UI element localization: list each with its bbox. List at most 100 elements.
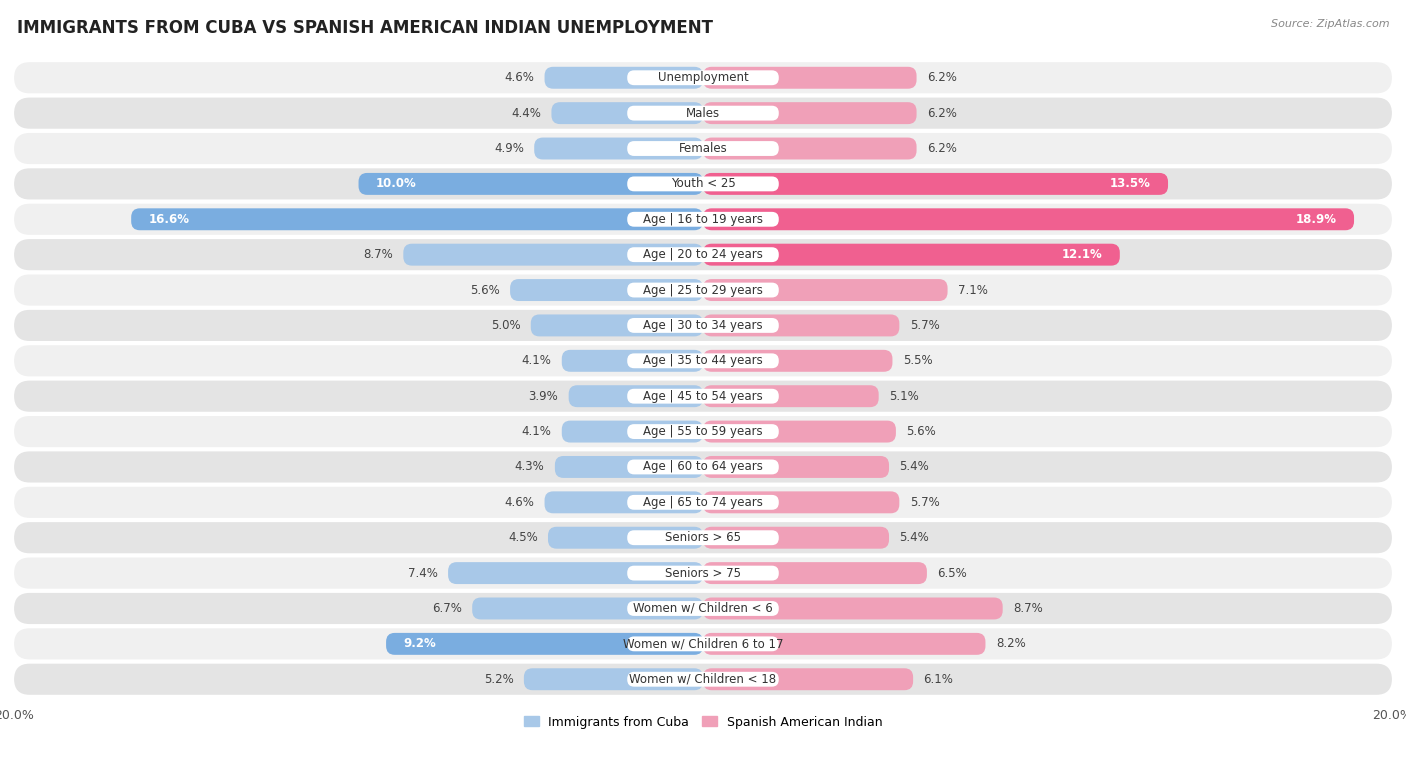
Text: Age | 60 to 64 years: Age | 60 to 64 years: [643, 460, 763, 473]
Text: 8.2%: 8.2%: [995, 637, 1025, 650]
Text: Females: Females: [679, 142, 727, 155]
Text: Women w/ Children 6 to 17: Women w/ Children 6 to 17: [623, 637, 783, 650]
FancyBboxPatch shape: [568, 385, 703, 407]
Text: 5.4%: 5.4%: [900, 531, 929, 544]
Text: Age | 30 to 34 years: Age | 30 to 34 years: [643, 319, 763, 332]
FancyBboxPatch shape: [627, 176, 779, 192]
FancyBboxPatch shape: [555, 456, 703, 478]
FancyBboxPatch shape: [14, 381, 1392, 412]
FancyBboxPatch shape: [14, 628, 1392, 659]
FancyBboxPatch shape: [14, 664, 1392, 695]
FancyBboxPatch shape: [510, 279, 703, 301]
FancyBboxPatch shape: [703, 491, 900, 513]
FancyBboxPatch shape: [703, 208, 1354, 230]
Text: 5.5%: 5.5%: [903, 354, 932, 367]
FancyBboxPatch shape: [14, 345, 1392, 376]
FancyBboxPatch shape: [703, 562, 927, 584]
FancyBboxPatch shape: [404, 244, 703, 266]
Text: 3.9%: 3.9%: [529, 390, 558, 403]
Text: Seniors > 75: Seniors > 75: [665, 566, 741, 580]
Text: 5.0%: 5.0%: [491, 319, 520, 332]
Text: 4.4%: 4.4%: [512, 107, 541, 120]
FancyBboxPatch shape: [544, 67, 703, 89]
FancyBboxPatch shape: [703, 67, 917, 89]
FancyBboxPatch shape: [562, 421, 703, 443]
FancyBboxPatch shape: [359, 173, 703, 195]
Text: 4.1%: 4.1%: [522, 425, 551, 438]
Text: 18.9%: 18.9%: [1296, 213, 1337, 226]
FancyBboxPatch shape: [562, 350, 703, 372]
Text: 10.0%: 10.0%: [375, 177, 416, 191]
FancyBboxPatch shape: [627, 424, 779, 439]
FancyBboxPatch shape: [14, 416, 1392, 447]
Text: 4.1%: 4.1%: [522, 354, 551, 367]
Text: Youth < 25: Youth < 25: [671, 177, 735, 191]
Text: 4.5%: 4.5%: [508, 531, 537, 544]
FancyBboxPatch shape: [472, 597, 703, 619]
Text: 5.4%: 5.4%: [900, 460, 929, 473]
FancyBboxPatch shape: [627, 637, 779, 651]
Text: 8.7%: 8.7%: [363, 248, 392, 261]
Text: 6.2%: 6.2%: [927, 142, 956, 155]
FancyBboxPatch shape: [703, 244, 1119, 266]
FancyBboxPatch shape: [627, 141, 779, 156]
Text: 6.7%: 6.7%: [432, 602, 461, 615]
FancyBboxPatch shape: [14, 557, 1392, 589]
Legend: Immigrants from Cuba, Spanish American Indian: Immigrants from Cuba, Spanish American I…: [519, 711, 887, 734]
FancyBboxPatch shape: [627, 248, 779, 262]
FancyBboxPatch shape: [627, 212, 779, 226]
Text: Age | 35 to 44 years: Age | 35 to 44 years: [643, 354, 763, 367]
FancyBboxPatch shape: [703, 597, 1002, 619]
Text: IMMIGRANTS FROM CUBA VS SPANISH AMERICAN INDIAN UNEMPLOYMENT: IMMIGRANTS FROM CUBA VS SPANISH AMERICAN…: [17, 19, 713, 37]
Text: 5.6%: 5.6%: [907, 425, 936, 438]
Text: Women w/ Children < 6: Women w/ Children < 6: [633, 602, 773, 615]
Text: Age | 55 to 59 years: Age | 55 to 59 years: [643, 425, 763, 438]
Text: 13.5%: 13.5%: [1109, 177, 1152, 191]
FancyBboxPatch shape: [627, 565, 779, 581]
FancyBboxPatch shape: [703, 421, 896, 443]
Text: Age | 65 to 74 years: Age | 65 to 74 years: [643, 496, 763, 509]
Text: 7.4%: 7.4%: [408, 566, 437, 580]
Text: 5.7%: 5.7%: [910, 496, 939, 509]
FancyBboxPatch shape: [14, 451, 1392, 482]
Text: 6.2%: 6.2%: [927, 71, 956, 84]
Text: Age | 45 to 54 years: Age | 45 to 54 years: [643, 390, 763, 403]
Text: 12.1%: 12.1%: [1062, 248, 1102, 261]
Text: 4.3%: 4.3%: [515, 460, 544, 473]
Text: Source: ZipAtlas.com: Source: ZipAtlas.com: [1271, 19, 1389, 29]
Text: 9.2%: 9.2%: [404, 637, 436, 650]
FancyBboxPatch shape: [14, 239, 1392, 270]
Text: 5.1%: 5.1%: [889, 390, 918, 403]
Text: 6.1%: 6.1%: [924, 673, 953, 686]
FancyBboxPatch shape: [627, 389, 779, 403]
FancyBboxPatch shape: [627, 70, 779, 86]
Text: 5.6%: 5.6%: [470, 284, 499, 297]
FancyBboxPatch shape: [14, 168, 1392, 200]
FancyBboxPatch shape: [14, 275, 1392, 306]
Text: 16.6%: 16.6%: [149, 213, 190, 226]
Text: 4.9%: 4.9%: [494, 142, 524, 155]
FancyBboxPatch shape: [703, 385, 879, 407]
FancyBboxPatch shape: [703, 633, 986, 655]
FancyBboxPatch shape: [703, 279, 948, 301]
FancyBboxPatch shape: [14, 62, 1392, 93]
FancyBboxPatch shape: [703, 668, 912, 690]
FancyBboxPatch shape: [14, 204, 1392, 235]
FancyBboxPatch shape: [627, 106, 779, 120]
FancyBboxPatch shape: [627, 459, 779, 475]
FancyBboxPatch shape: [703, 456, 889, 478]
Text: 4.6%: 4.6%: [505, 71, 534, 84]
FancyBboxPatch shape: [703, 102, 917, 124]
Text: Age | 25 to 29 years: Age | 25 to 29 years: [643, 284, 763, 297]
Text: Seniors > 65: Seniors > 65: [665, 531, 741, 544]
Text: 6.5%: 6.5%: [938, 566, 967, 580]
FancyBboxPatch shape: [627, 531, 779, 545]
Text: Unemployment: Unemployment: [658, 71, 748, 84]
FancyBboxPatch shape: [627, 671, 779, 687]
Text: 5.2%: 5.2%: [484, 673, 513, 686]
FancyBboxPatch shape: [627, 318, 779, 333]
FancyBboxPatch shape: [703, 314, 900, 336]
FancyBboxPatch shape: [703, 350, 893, 372]
FancyBboxPatch shape: [551, 102, 703, 124]
Text: Males: Males: [686, 107, 720, 120]
